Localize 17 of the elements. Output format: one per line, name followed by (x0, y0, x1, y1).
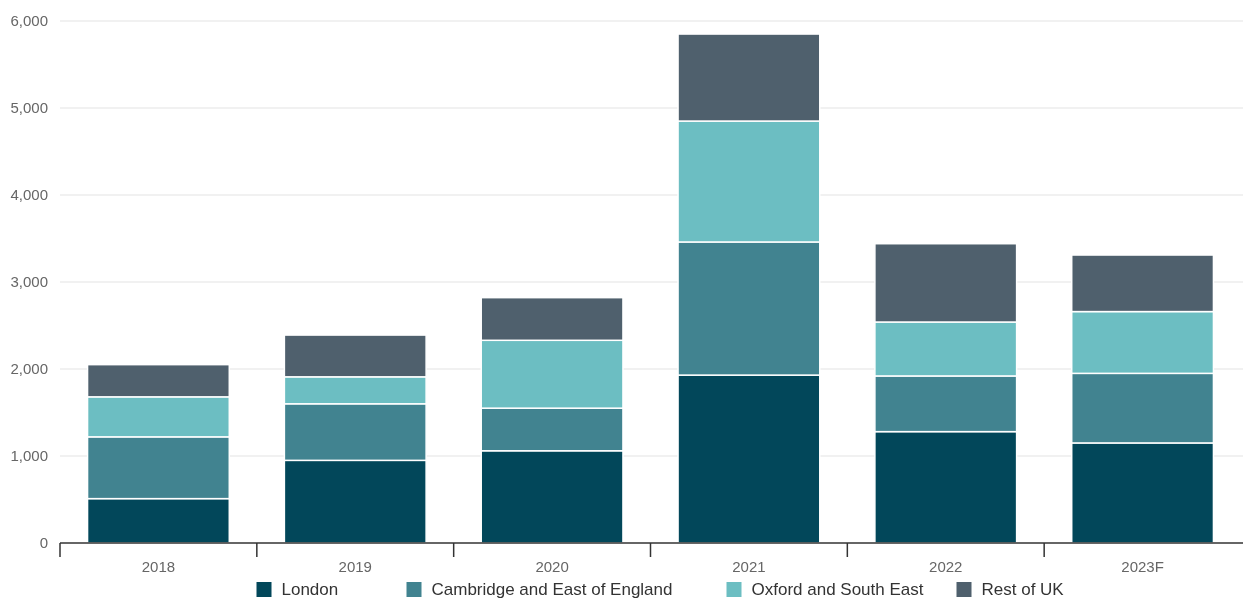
y-tick-label: 2,000 (10, 360, 48, 378)
y-tick-label: 6,000 (10, 12, 48, 30)
y-tick-label: 0 (39, 534, 48, 552)
y-tick-label: 3,000 (10, 273, 48, 291)
x-tick-label: 2021 (732, 558, 766, 575)
legend-label: London (281, 580, 339, 599)
y-tick-label: 5,000 (10, 99, 48, 117)
legend-label: Rest of UK (981, 580, 1065, 599)
x-tick-label: 2019 (338, 558, 372, 575)
y-tick-label: 4,000 (10, 186, 48, 204)
x-tick-label: 2018 (141, 558, 176, 575)
y-tick-label: 1,000 (10, 447, 48, 465)
legend-label: Oxford and South East (751, 580, 924, 599)
x-tick-label: 2022 (929, 558, 963, 575)
x-tick-label: 2023F (1121, 558, 1164, 575)
x-tick-label: 2020 (535, 558, 569, 575)
legend-label: Cambridge and East of England (431, 580, 673, 599)
